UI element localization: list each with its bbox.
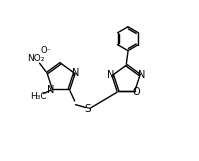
Text: O: O	[133, 87, 140, 97]
Text: O⁻: O⁻	[40, 46, 51, 55]
Text: N: N	[107, 70, 114, 80]
Text: H₃C: H₃C	[30, 92, 46, 101]
Text: NO₂: NO₂	[27, 54, 44, 63]
Text: N: N	[47, 85, 55, 95]
Text: N: N	[138, 70, 146, 80]
Text: N: N	[72, 68, 79, 78]
Text: S: S	[85, 104, 91, 114]
